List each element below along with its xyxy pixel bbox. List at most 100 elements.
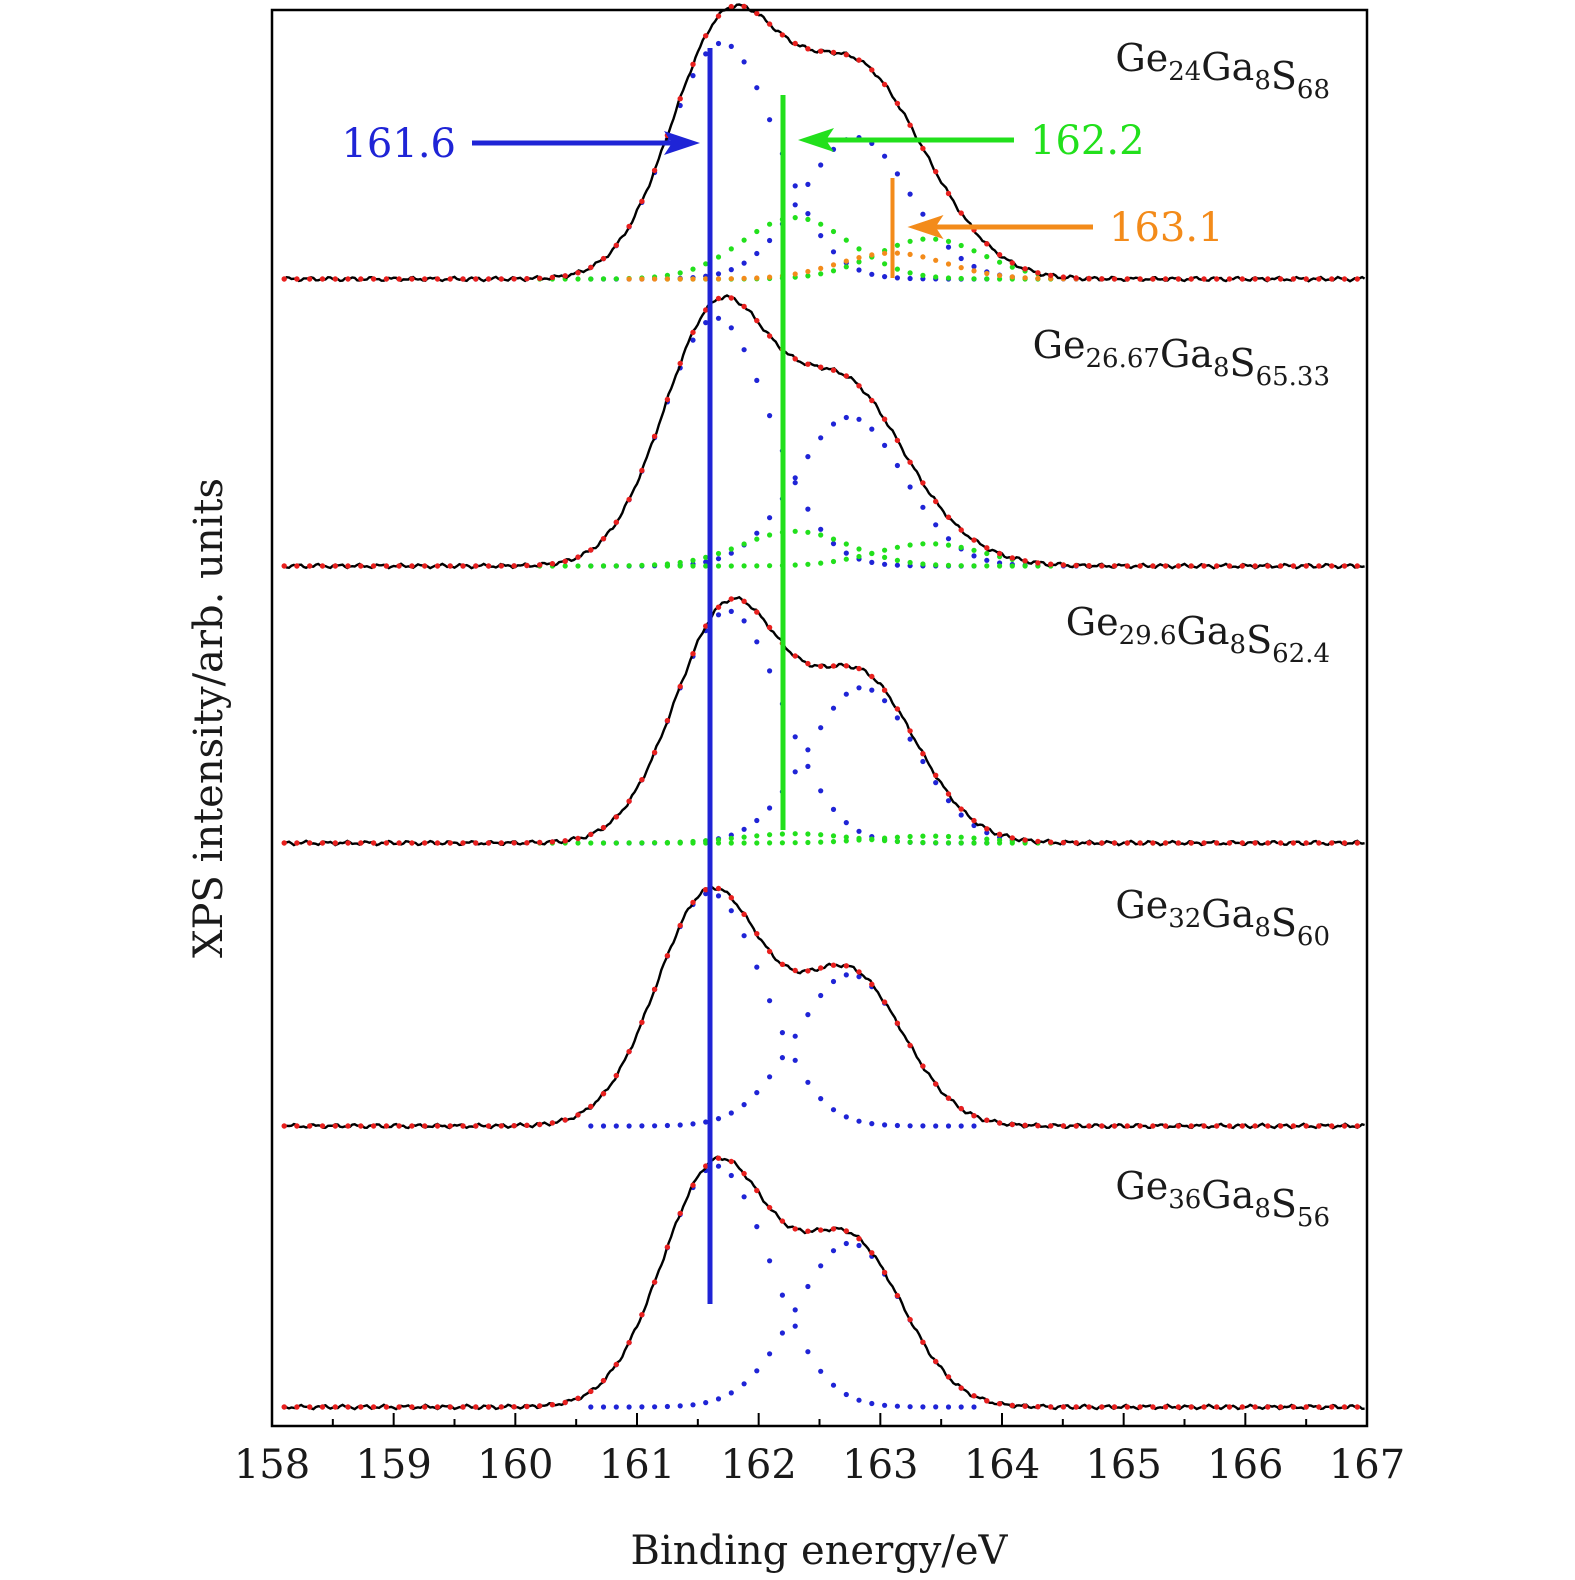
fit-point [396, 840, 402, 846]
component-point [869, 252, 875, 258]
component-point [894, 562, 901, 568]
fit-point [690, 329, 696, 336]
component-point [728, 1390, 734, 1396]
component-point [715, 563, 722, 569]
fit-point [1341, 1123, 1348, 1129]
component-point [984, 557, 990, 563]
fit-point [945, 190, 952, 197]
component-point [588, 276, 594, 282]
fit-point [396, 276, 402, 282]
fit-point [345, 276, 351, 282]
fit-point [907, 728, 913, 734]
x-tick-label: 167 [1329, 1442, 1405, 1488]
fit-point [1265, 276, 1271, 282]
fit-point [779, 32, 786, 38]
component-point [754, 964, 760, 970]
fit-point [1341, 563, 1348, 569]
component-point [830, 262, 837, 268]
fit-point [422, 563, 428, 569]
component-point [792, 528, 798, 534]
fit-point [639, 467, 645, 474]
fit-point [1329, 276, 1335, 282]
fit-point [971, 1393, 977, 1399]
component-point [703, 320, 709, 326]
component-point [920, 211, 926, 217]
component-point [869, 836, 875, 842]
component-point [856, 246, 862, 252]
component-point [830, 833, 837, 839]
component-point [907, 270, 913, 276]
component-point [664, 272, 671, 278]
component-point [792, 840, 798, 846]
component-point [690, 1402, 696, 1408]
fit-point [307, 1404, 313, 1410]
fit-point [434, 1123, 441, 1129]
component-point [945, 1123, 952, 1129]
component-peak [588, 1240, 1118, 1410]
fit-point [856, 57, 862, 63]
component-point [933, 840, 939, 846]
component-point [728, 546, 734, 552]
fit-point [639, 1019, 645, 1025]
fit-point [766, 333, 773, 339]
fit-point [1290, 563, 1297, 569]
component-point [715, 550, 722, 557]
component-peak [588, 972, 1118, 1129]
fit-point [728, 3, 734, 10]
fit-point [1239, 840, 1246, 846]
fit-point [971, 817, 977, 824]
component-point [882, 561, 888, 567]
fit-point [779, 1218, 786, 1224]
component-point [741, 840, 747, 846]
fit-point [498, 840, 504, 846]
component-point [805, 831, 811, 837]
fit-point [537, 839, 543, 846]
component-point [652, 840, 658, 846]
fit-point [383, 840, 390, 846]
component-point [767, 563, 773, 569]
fit-point [894, 100, 901, 107]
fit-envelope [281, 1155, 1361, 1410]
fit-point [1303, 1404, 1309, 1410]
component-point [715, 1163, 722, 1169]
component-point [882, 1402, 888, 1408]
fit-point [1265, 840, 1271, 846]
component-point [945, 840, 952, 846]
fit-point [396, 1404, 402, 1410]
fit-point [1035, 838, 1041, 845]
fit-point [805, 660, 811, 667]
fit-point [869, 1250, 875, 1256]
component-point [575, 276, 581, 282]
component-point [792, 271, 798, 277]
fit-point [345, 563, 351, 569]
fit-point [792, 40, 798, 47]
component-point [843, 1114, 849, 1120]
component-point [741, 541, 747, 547]
component-point [945, 833, 952, 840]
fit-point [575, 554, 581, 560]
fit-point [1060, 562, 1067, 568]
fit-point [651, 986, 658, 992]
component-peak [588, 414, 1118, 569]
sample-label: Ge32Ga8S60 [1115, 883, 1330, 952]
component-point [958, 1123, 964, 1129]
fit-point [332, 276, 338, 282]
fit-point [485, 276, 492, 282]
component-point [882, 835, 888, 841]
component-point [945, 261, 952, 267]
component-point [600, 840, 607, 846]
x-tick-label: 160 [477, 1442, 553, 1488]
fit-point [830, 367, 837, 373]
fit-point [498, 1123, 504, 1129]
component-point [728, 43, 734, 50]
component-point [703, 563, 709, 569]
fit-point [651, 749, 658, 756]
fit-point [1341, 1404, 1348, 1410]
component-point [818, 1263, 824, 1269]
component-point [626, 276, 632, 282]
component-point [920, 561, 926, 567]
annotation-label: 162.2 [1030, 118, 1145, 164]
component-point [984, 836, 990, 842]
fit-point [1086, 275, 1092, 282]
